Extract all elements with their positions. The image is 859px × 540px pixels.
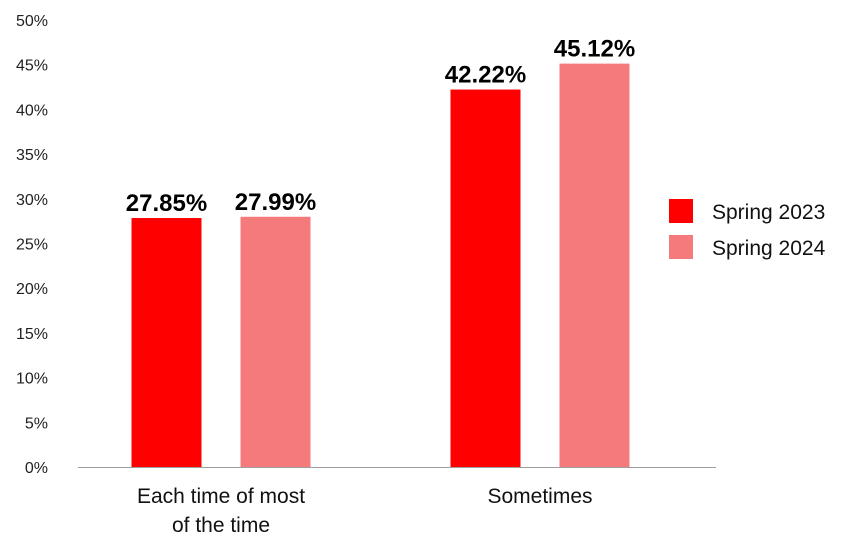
y-tick-label: 15% [16, 326, 48, 343]
y-tick-label: 35% [16, 147, 48, 164]
y-tick-label: 10% [16, 371, 48, 388]
y-tick-label: 0% [25, 460, 48, 477]
x-axis: Each time of most of the time Sometimes [137, 485, 593, 537]
legend-swatch [669, 199, 693, 223]
legend-label: Spring 2023 [712, 201, 825, 224]
legend: Spring 2023 Spring 2024 [669, 199, 826, 260]
x-category-label: Each time of most [137, 485, 305, 508]
data-label: 45.12% [554, 36, 635, 63]
data-label: 27.85% [126, 190, 207, 217]
data-label: 27.99% [235, 189, 316, 216]
y-tick-label: 30% [16, 192, 48, 209]
bar [450, 89, 521, 468]
y-tick-label: 20% [16, 281, 48, 298]
y-tick-label: 45% [16, 58, 48, 75]
bars [131, 63, 630, 468]
bar [131, 218, 202, 467]
bar [559, 63, 630, 468]
y-axis: 0% 5% 10% 15% 20% 25% 30% 35% 40% 45% 50% [16, 13, 48, 477]
data-labels: 27.85% 27.99% 42.22% 45.12% [126, 36, 635, 217]
x-category-label: Sometimes [487, 485, 592, 508]
data-label: 42.22% [445, 62, 526, 89]
legend-swatch [669, 235, 693, 259]
y-tick-label: 40% [16, 102, 48, 119]
y-tick-label: 25% [16, 237, 48, 254]
legend-label: Spring 2024 [712, 237, 826, 260]
y-tick-label: 5% [25, 415, 48, 432]
y-tick-label: 50% [16, 13, 48, 30]
x-category-label: of the time [172, 514, 270, 537]
bar [240, 216, 311, 467]
